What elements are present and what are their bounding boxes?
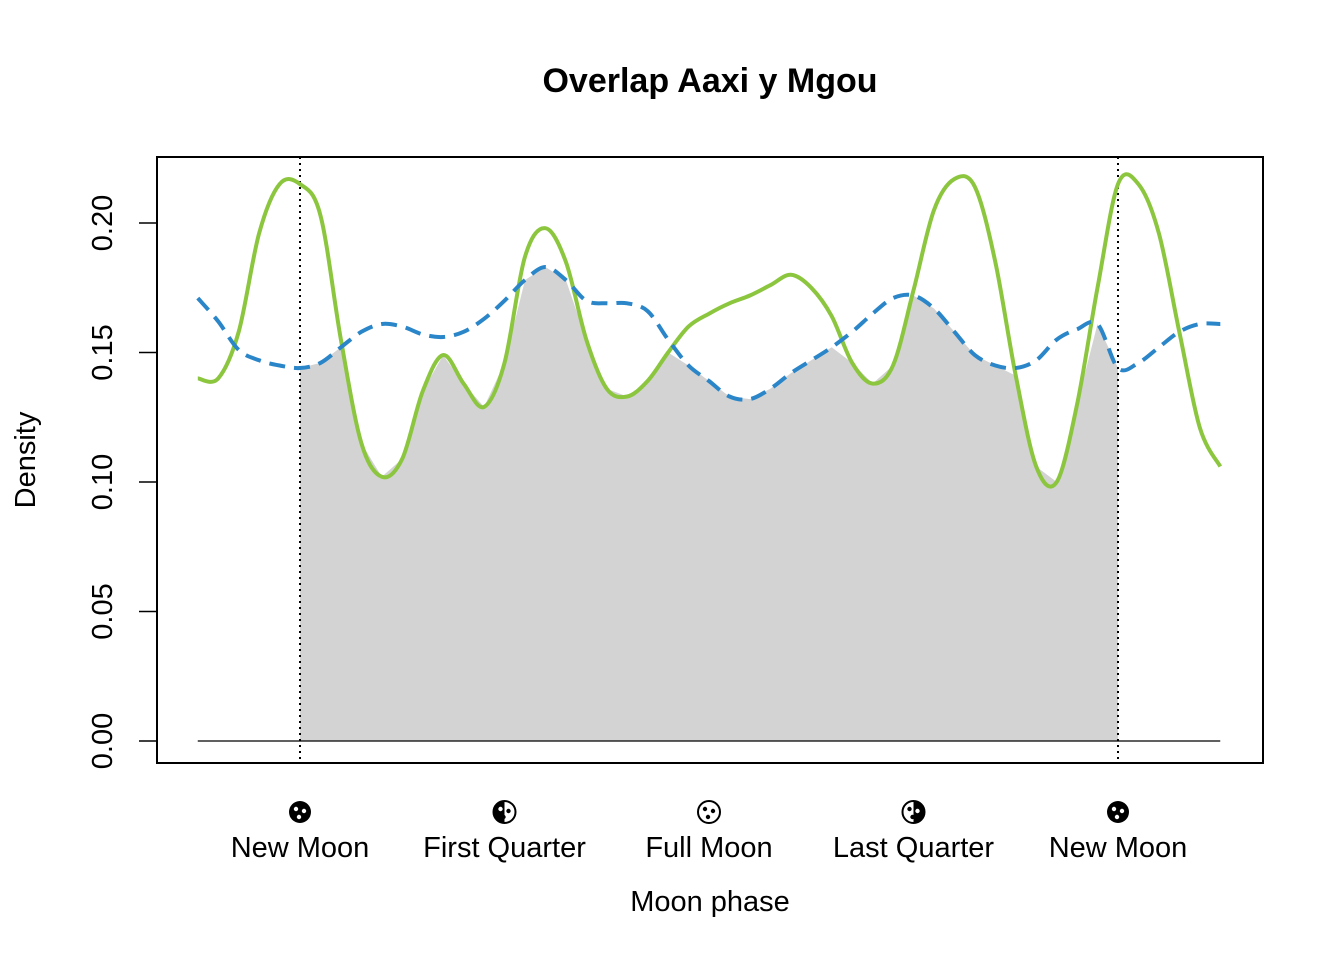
last-quarter-icon [901,800,926,824]
x-tick-label: Full Moon [645,832,772,864]
new-moon-icon [289,801,311,823]
first-quarter-icon [492,800,517,824]
y-tick-label: 0.10 [87,454,119,510]
full-moon-icon [697,800,721,824]
y-tick-label: 0.20 [87,195,119,251]
x-tick-label: New Moon [231,832,370,864]
x-tick-label: First Quarter [423,832,586,864]
y-axis-label: Density [10,411,42,508]
series-line-2 [196,265,1221,402]
x-axis: New Moon First Quarter Full Moon Last Quart… [231,800,1188,864]
y-axis: 0.00 0.05 0.10 0.15 0.20 [87,195,158,769]
y-tick-label: 0.05 [87,583,119,639]
plot-area [196,157,1223,763]
overlap-area [300,267,1118,741]
x-axis-label: Moon phase [630,886,790,918]
x-tick-label: Last Quarter [833,832,995,864]
y-tick-label: 0.15 [87,324,119,380]
y-tick-label: 0.00 [87,713,119,769]
chart-title: Overlap Aaxi y Mgou [542,62,877,100]
new-moon-icon [1107,801,1129,823]
x-tick-label: New Moon [1049,832,1188,864]
series-line-1 [197,172,1223,489]
